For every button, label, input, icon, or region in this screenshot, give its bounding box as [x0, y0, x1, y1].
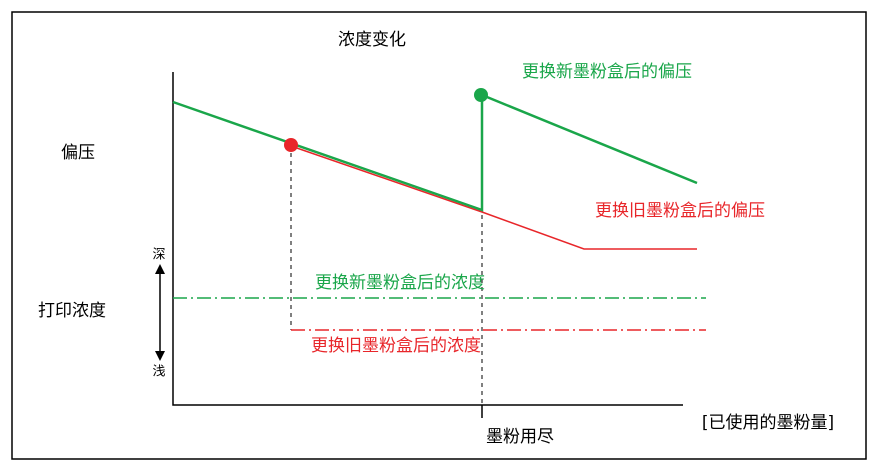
- axes: [172, 72, 683, 406]
- old-bias-line: [290, 145, 697, 250]
- light-label: 浅: [152, 365, 165, 380]
- new-bias-line: [172, 93, 698, 212]
- arrow-heads: [155, 264, 165, 361]
- title: 浓度变化: [338, 30, 406, 50]
- new-density-label: 更换新墨粉盒后的浓度: [315, 273, 485, 293]
- x-axis-label: [已使用的墨粉量]: [702, 412, 834, 433]
- x-marker-label: 墨粉用尽: [486, 427, 554, 447]
- old-bias-label: 更换旧墨粉盒后的偏压: [595, 201, 765, 221]
- old-density-label: 更换旧墨粉盒后的浓度: [311, 336, 481, 356]
- new-bias-label: 更换新墨粉盒后的偏压: [522, 62, 692, 82]
- y-lower-label: 打印浓度: [38, 301, 106, 321]
- new-point: [474, 88, 488, 102]
- old-point: [284, 138, 298, 152]
- frame: [11, 11, 867, 460]
- deep-label: 深: [152, 248, 165, 263]
- y-upper-label: 偏压: [61, 143, 95, 163]
